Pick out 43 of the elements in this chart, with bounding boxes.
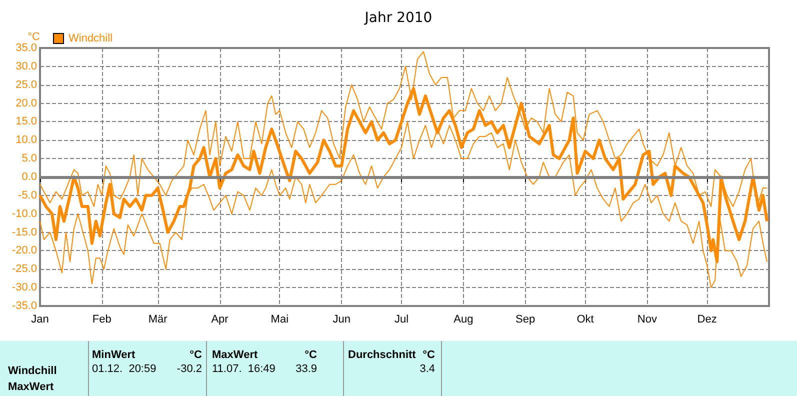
text: Durchschnitt <box>348 349 416 361</box>
text: °C <box>422 349 435 361</box>
y-tick-label: 20.0 <box>16 97 37 110</box>
text: °C <box>190 349 202 361</box>
legend-label: Windchill <box>68 32 113 44</box>
x-tick-label: Apr <box>211 314 229 326</box>
y-tick-label: -30.0 <box>12 282 37 294</box>
y-tick-label: -20.0 <box>12 244 37 257</box>
y-tick-label: 0.0 <box>22 171 37 183</box>
y-tick-label: 10.0 <box>16 134 37 146</box>
text: 11.07. 16:49 <box>212 363 276 375</box>
text: 3.4 <box>420 363 435 375</box>
text: MaxWert <box>8 381 54 393</box>
text: MinWert <box>92 349 136 361</box>
text: -30.2 <box>176 363 202 375</box>
text: °C <box>304 349 317 361</box>
y-tick-label: 35.0 <box>16 42 37 54</box>
y-tick-label: 30.0 <box>16 60 37 72</box>
x-tick-label: Sep <box>516 314 536 326</box>
y-tick-label: -15.0 <box>12 226 37 238</box>
text: Windchill <box>8 365 57 377</box>
x-tick-label: Nov <box>637 314 658 326</box>
y-axis-title: °C <box>28 31 40 44</box>
x-tick-label: Mai <box>270 314 289 326</box>
y-tick-label: -5.0 <box>18 189 37 202</box>
chart-title: Jahr 2010 <box>364 10 432 26</box>
x-tick-label: Aug <box>454 314 474 326</box>
text: 01.12. 20:59 <box>92 363 156 375</box>
x-tick-label: Jul <box>394 314 409 326</box>
y-tick-label: 25.0 <box>16 78 37 91</box>
x-tick-label: Jun <box>332 314 350 326</box>
text: MaxWert <box>212 349 258 361</box>
x-tick-label: Mär <box>148 314 168 326</box>
y-tick-label: -10.0 <box>12 208 37 220</box>
y-tick-label: -35.0 <box>12 300 37 312</box>
y-tick-label: 15.0 <box>16 116 37 128</box>
x-tick-label: Okt <box>576 314 594 326</box>
x-tick-label: Feb <box>92 314 112 326</box>
y-tick-label: -25.0 <box>12 263 37 276</box>
x-tick-label: Jan <box>31 314 49 326</box>
x-tick-label: Dez <box>697 314 717 326</box>
y-tick-label: 5.0 <box>22 152 37 165</box>
text: 33.9 <box>296 363 317 375</box>
